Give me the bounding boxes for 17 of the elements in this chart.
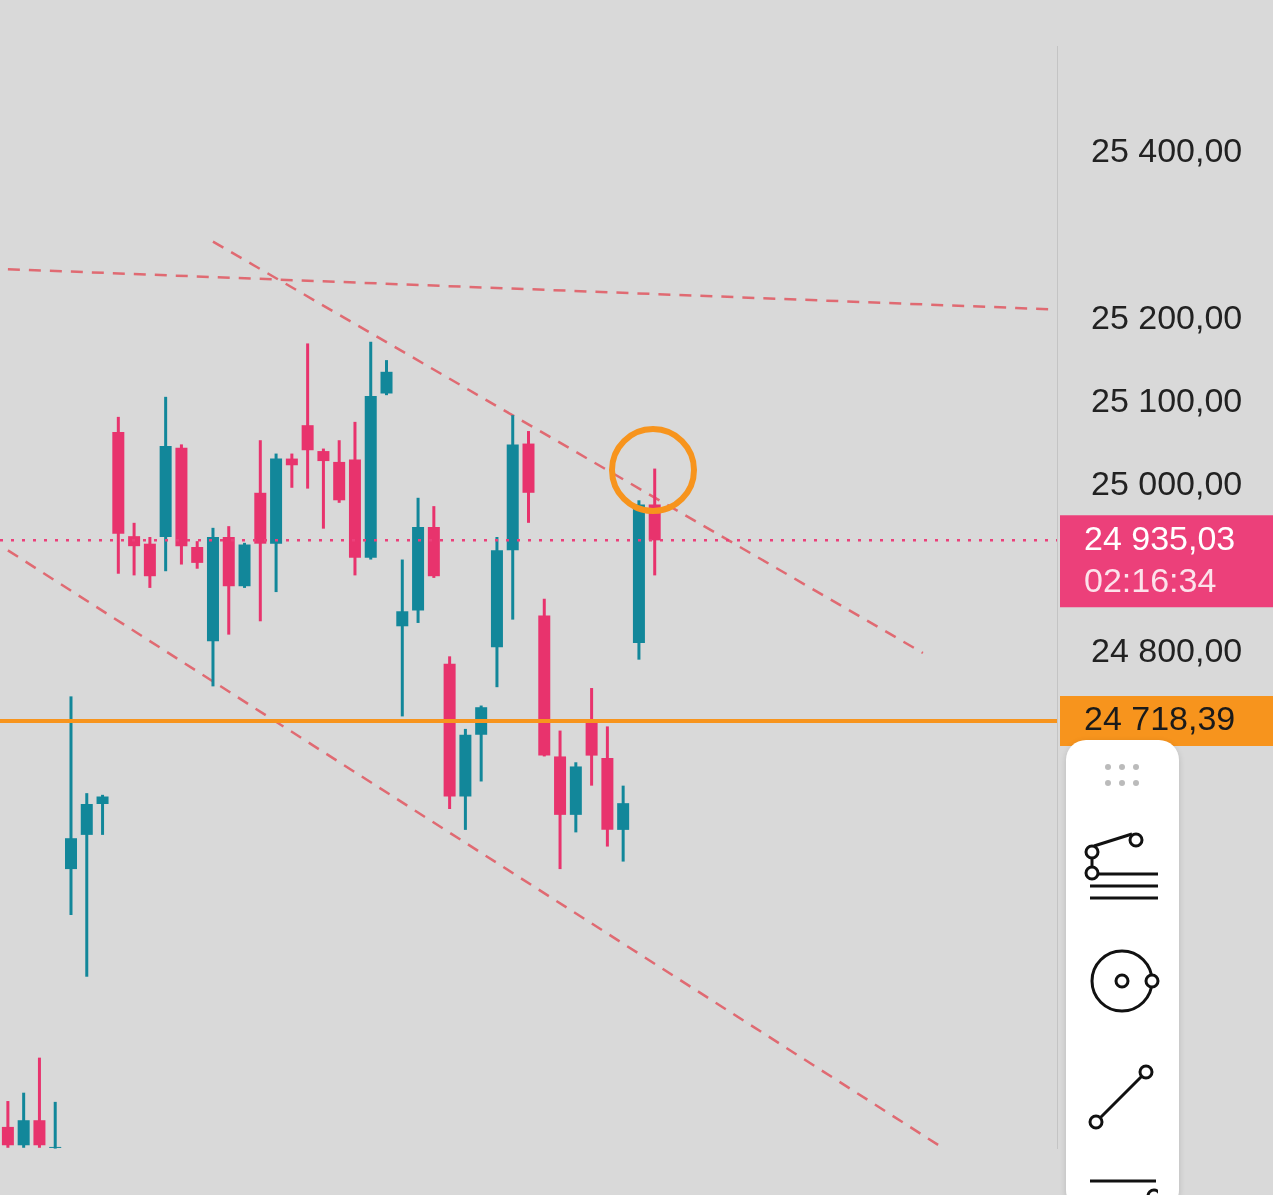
candlestick [317,448,330,529]
ref-line-label: 24 718,39 [1084,699,1236,738]
y-tick-label: 24 800,00 [1091,631,1243,670]
text: 02:16:34 [1084,560,1217,599]
candlestick [191,541,204,569]
y-tick-label: 25 200,00 [1091,297,1243,336]
candlestick [396,559,409,717]
candlestick [96,793,109,835]
y-tick-label: 25 400,00 [1091,130,1243,169]
candlestick [285,453,298,488]
ref-line-label: 24 935,03 [1084,518,1236,557]
y-tick-label: 25 100,00 [1091,381,1243,420]
y-tick-label: 25 000,00 [1091,464,1243,503]
candlestick [380,360,393,397]
candlestick [128,521,141,576]
candlestick [1,1101,14,1148]
candlestick [49,1100,62,1149]
